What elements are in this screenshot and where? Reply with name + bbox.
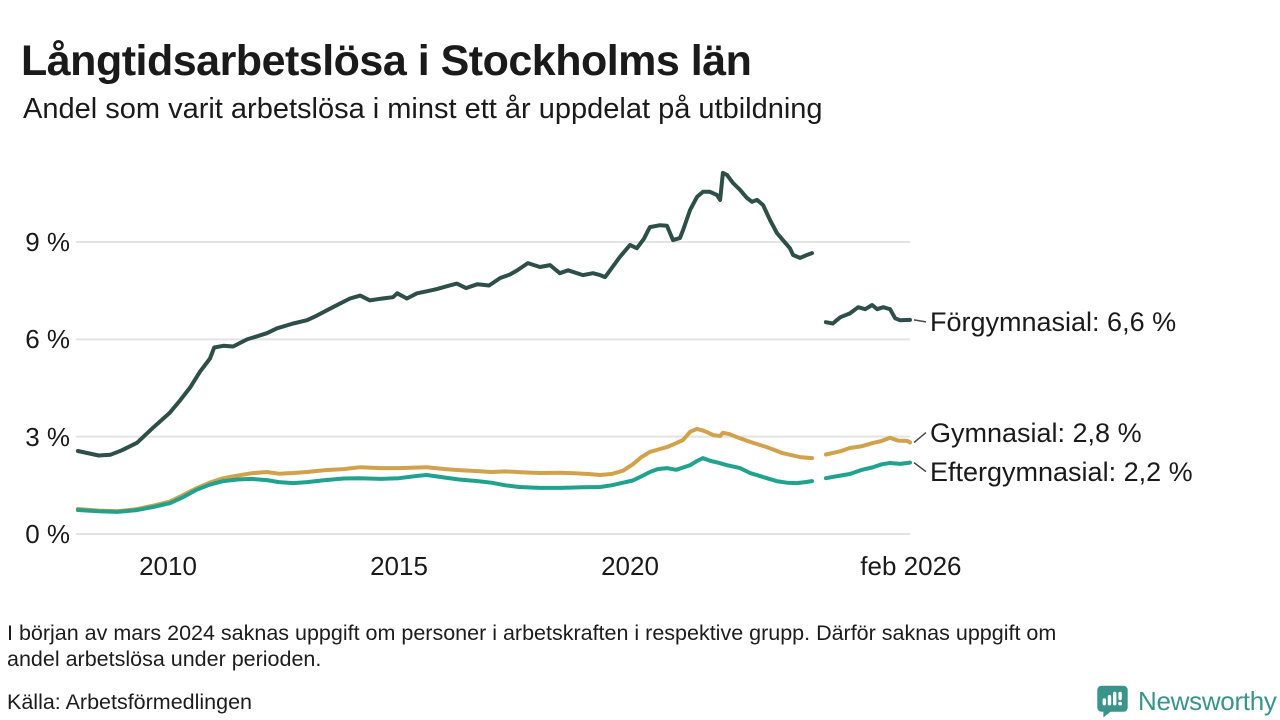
- newsworthy-logo-text: Newsworthy: [1138, 686, 1277, 716]
- series-line-eftergymnasial-seg1: [75, 456, 814, 514]
- series-line-forgymnasial-seg2: [823, 303, 912, 326]
- label-connector-gymnasial: [913, 431, 927, 444]
- x-tick-label-2015: 2015: [370, 551, 428, 581]
- label-connector-eftergymnasial: [913, 462, 927, 473]
- y-tick-label-0: 0 %: [25, 519, 70, 549]
- series-line-gymnasial-seg2: [823, 435, 912, 457]
- y-tick-label-3: 3 %: [25, 421, 70, 452]
- series-line-forgymnasial-seg1: [75, 170, 814, 458]
- series-label-gymnasial: Gymnasial: 2,8 %: [930, 417, 1142, 448]
- y-tick-label-9: 9 %: [25, 227, 70, 258]
- x-tick-label-feb-2026: feb 2026: [860, 551, 962, 581]
- series-line-gymnasial-seg1: [75, 426, 814, 514]
- footnote-line-1: I början av mars 2024 saknas uppgift om …: [7, 621, 1057, 645]
- source-credit: Källa: Arbetsförmedlingen: [7, 690, 253, 714]
- x-tick-label-2020: 2020: [601, 551, 659, 581]
- y-tick-label-6: 6 %: [25, 324, 70, 355]
- series-label-eftergymnasial: Eftergymnasial: 2,2 %: [930, 456, 1193, 487]
- page-title: Långtidsarbetslösa i Stockholms län: [21, 36, 752, 85]
- footnote-line-2: andel arbetslösa under perioden.: [7, 646, 322, 671]
- newsworthy-logo-icon: [1096, 685, 1129, 718]
- series-line-eftergymnasial-seg2: [823, 460, 912, 481]
- x-tick-label-2010: 2010: [139, 551, 197, 581]
- label-connector-forgymnasial: [913, 319, 927, 323]
- chart-footnote: I början av mars 2024 saknas uppgift om …: [7, 621, 1257, 672]
- series-label-forgymnasial: Förgymnasial: 6,6 %: [930, 306, 1177, 337]
- newsworthy-logo: Newsworthy: [1096, 685, 1277, 718]
- page-subtitle: Andel som varit arbetslösa i minst ett å…: [23, 93, 823, 125]
